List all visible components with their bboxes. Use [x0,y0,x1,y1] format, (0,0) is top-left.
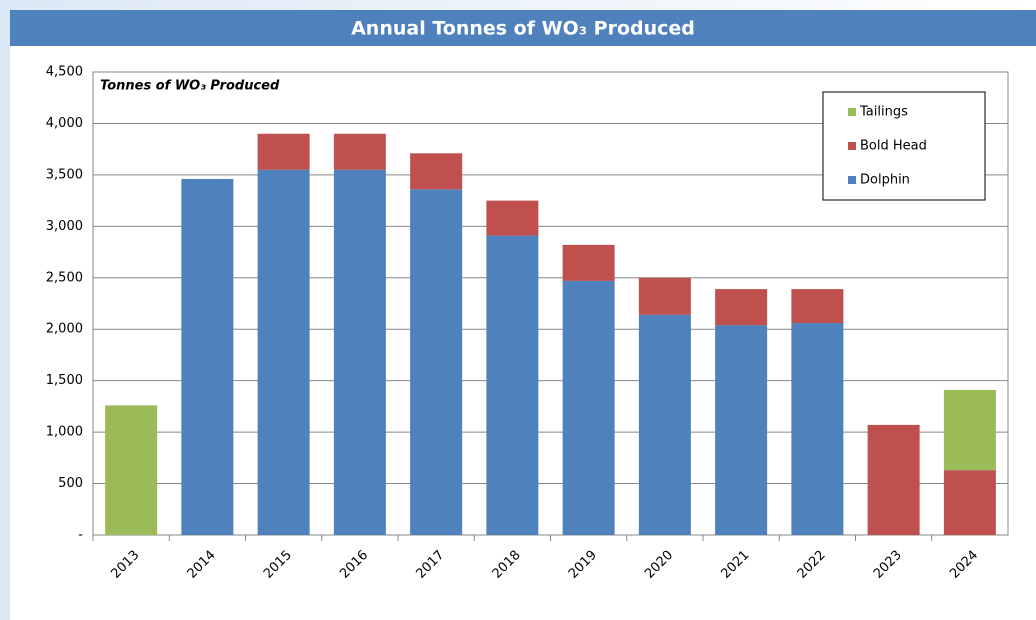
y-tick-label: 4,500 [46,65,83,80]
y-tick-label: 1,500 [46,373,83,388]
legend-swatch [848,108,856,116]
bar-segment [791,289,844,324]
bar-segment [943,470,996,535]
y-axis-label: Tonnes of WO₃ Produced [100,79,280,94]
bar-segment [105,405,158,535]
bar-segment [638,277,691,315]
y-tick-label: 2,000 [46,322,83,337]
bar-segment [333,169,386,535]
bar-segment [181,179,234,535]
bar-segment [410,153,463,190]
legend-label: Bold Head [860,139,927,154]
bar-segment [257,169,310,535]
bar-segment [486,235,539,536]
bar-segment [257,133,310,170]
y-tick-label: 3,000 [46,219,83,234]
legend-label: Tailings [859,105,908,120]
bar-segment [715,325,768,535]
bar-segment [486,200,539,236]
legend-swatch [848,142,856,150]
bar-segment [715,289,768,326]
header-bar [10,10,1036,46]
bar-segment [791,323,844,535]
bar-segment [333,133,386,170]
bar-segment [410,189,463,535]
y-tick-label: - [78,528,83,543]
chart-title: Annual Tonnes of WO₃ Produced [351,18,695,40]
y-tick-label: 500 [58,476,83,491]
y-tick-label: 3,500 [46,167,83,182]
bar-segment [943,389,996,471]
legend-swatch [848,176,856,184]
bar-segment [638,314,691,535]
bar-segment [562,280,615,535]
bar-segment [562,244,615,281]
y-tick-label: 4,000 [46,116,83,131]
legend-label: Dolphin [860,173,910,188]
y-tick-label: 2,500 [46,270,83,285]
y-tick-label: 1,000 [46,425,83,440]
bar-segment [867,424,920,535]
